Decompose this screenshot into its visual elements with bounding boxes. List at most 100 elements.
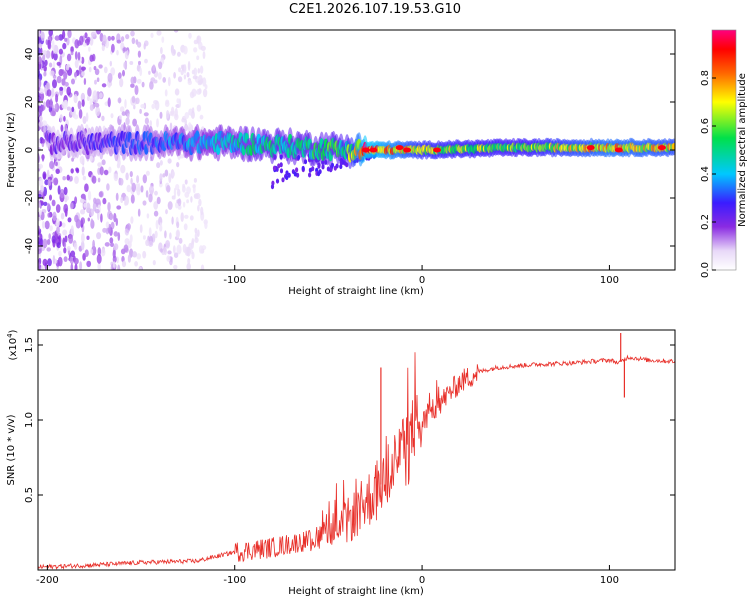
noise-dot — [94, 68, 100, 76]
noise-dot — [124, 99, 127, 109]
noise-dot — [127, 113, 130, 119]
noise-dot — [80, 217, 86, 225]
noise-dot — [91, 175, 97, 184]
noise-dot — [46, 89, 52, 97]
noise-dot — [339, 164, 343, 170]
noise-dot — [317, 171, 321, 177]
noise-dot — [51, 87, 55, 98]
noise-dot — [101, 159, 106, 166]
noise-dot — [85, 112, 89, 122]
noise-dot — [113, 231, 119, 237]
noise-dot — [109, 237, 114, 244]
noise-dot — [173, 264, 178, 270]
y-tick-label: 1.5 — [24, 337, 35, 353]
noise-dot — [45, 99, 51, 108]
noise-dot — [142, 200, 147, 206]
noise-dot — [39, 177, 44, 188]
noise-dot — [106, 183, 110, 191]
noise-dot — [192, 75, 198, 80]
noise-dot — [69, 202, 74, 210]
noise-dot — [52, 255, 56, 265]
noise-dot — [51, 235, 56, 244]
noise-dot — [63, 256, 68, 262]
noise-dot — [124, 200, 128, 206]
noise-dot — [62, 229, 68, 236]
noise-dot — [87, 87, 92, 97]
noise-dot — [196, 55, 200, 61]
x-tick-label: 0 — [419, 275, 425, 286]
noise-dot — [165, 240, 171, 249]
noise-dot — [293, 171, 297, 177]
noise-dot — [38, 163, 43, 169]
noise-dot — [64, 37, 68, 42]
noise-dot — [120, 36, 125, 42]
noise-dot — [158, 61, 163, 70]
noise-dot — [131, 37, 136, 45]
noise-dot — [186, 262, 191, 270]
noise-dot — [111, 35, 115, 41]
noise-dot — [80, 209, 84, 215]
noise-dot — [53, 52, 58, 61]
noise-dot — [137, 41, 142, 48]
noise-dot — [135, 183, 140, 191]
noise-dot — [187, 60, 191, 71]
noise-dot — [67, 30, 72, 39]
noise-dot — [86, 235, 90, 240]
noise-dot — [188, 108, 194, 116]
noise-dot — [156, 30, 162, 36]
noise-dot — [134, 85, 139, 96]
noise-dot — [68, 234, 74, 244]
noise-dot — [204, 221, 208, 229]
noise-dot — [169, 122, 173, 131]
noise-dot — [74, 214, 79, 223]
noise-dot — [287, 172, 291, 178]
noise-dot — [184, 179, 188, 185]
noise-dot — [198, 198, 202, 207]
noise-dot — [110, 113, 114, 119]
noise-dot — [49, 70, 55, 77]
noise-dot — [121, 111, 126, 116]
noise-dot — [95, 106, 101, 117]
noise-dot — [176, 230, 180, 238]
noise-dot — [190, 196, 193, 203]
noise-dot — [197, 205, 200, 212]
noise-dot — [86, 260, 92, 268]
noise-dot — [183, 74, 187, 80]
noise-dot — [56, 242, 61, 249]
noise-dot — [122, 69, 125, 77]
noise-dot — [184, 123, 189, 132]
noise-dot — [167, 76, 171, 87]
noise-dot — [156, 118, 159, 128]
noise-dot — [275, 178, 280, 184]
noise-dot — [125, 172, 129, 181]
noise-dot — [89, 104, 94, 111]
noise-dot — [38, 236, 41, 246]
noise-dot — [55, 161, 58, 167]
noise-dot — [151, 103, 156, 110]
noise-dot — [71, 157, 74, 162]
y-tick-label: 0.5 — [24, 487, 35, 503]
noise-dot — [132, 118, 138, 127]
noise-dot — [148, 193, 153, 203]
noise-dot — [136, 175, 140, 184]
noise-dot — [188, 32, 192, 39]
noise-dot — [62, 30, 66, 40]
noise-dot — [122, 47, 128, 52]
noise-dot — [270, 184, 275, 190]
noise-dot — [171, 216, 174, 225]
noise-dot — [71, 78, 75, 85]
noise-dot — [200, 264, 205, 270]
x-tick-label: -100 — [223, 575, 246, 586]
noise-dot — [70, 263, 74, 270]
noise-dot — [70, 168, 74, 174]
noise-dot — [119, 178, 124, 186]
noise-dot — [42, 171, 47, 180]
noise-dot — [86, 36, 91, 43]
noise-dot — [177, 76, 183, 83]
noise-dot — [63, 71, 68, 80]
noise-dot — [79, 261, 83, 270]
noise-dot — [107, 202, 111, 212]
noise-dot — [162, 173, 166, 178]
noise-dot — [62, 42, 67, 50]
noise-dot — [102, 197, 107, 205]
